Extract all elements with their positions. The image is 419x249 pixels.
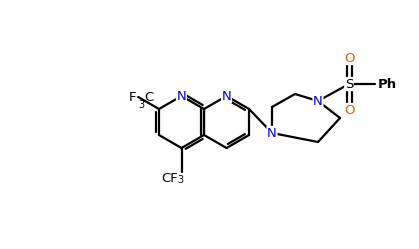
- Text: N: N: [222, 89, 231, 103]
- Text: Ph: Ph: [378, 77, 397, 90]
- Text: N: N: [177, 89, 186, 103]
- Text: O: O: [344, 104, 354, 117]
- Text: F: F: [129, 90, 136, 104]
- Text: C: C: [144, 90, 153, 104]
- Text: N: N: [313, 95, 323, 108]
- Text: O: O: [344, 52, 354, 64]
- Text: CF: CF: [161, 172, 178, 185]
- Text: S: S: [345, 77, 353, 90]
- Text: N: N: [267, 126, 277, 139]
- Text: 3: 3: [178, 175, 184, 185]
- Text: 3: 3: [138, 100, 144, 110]
